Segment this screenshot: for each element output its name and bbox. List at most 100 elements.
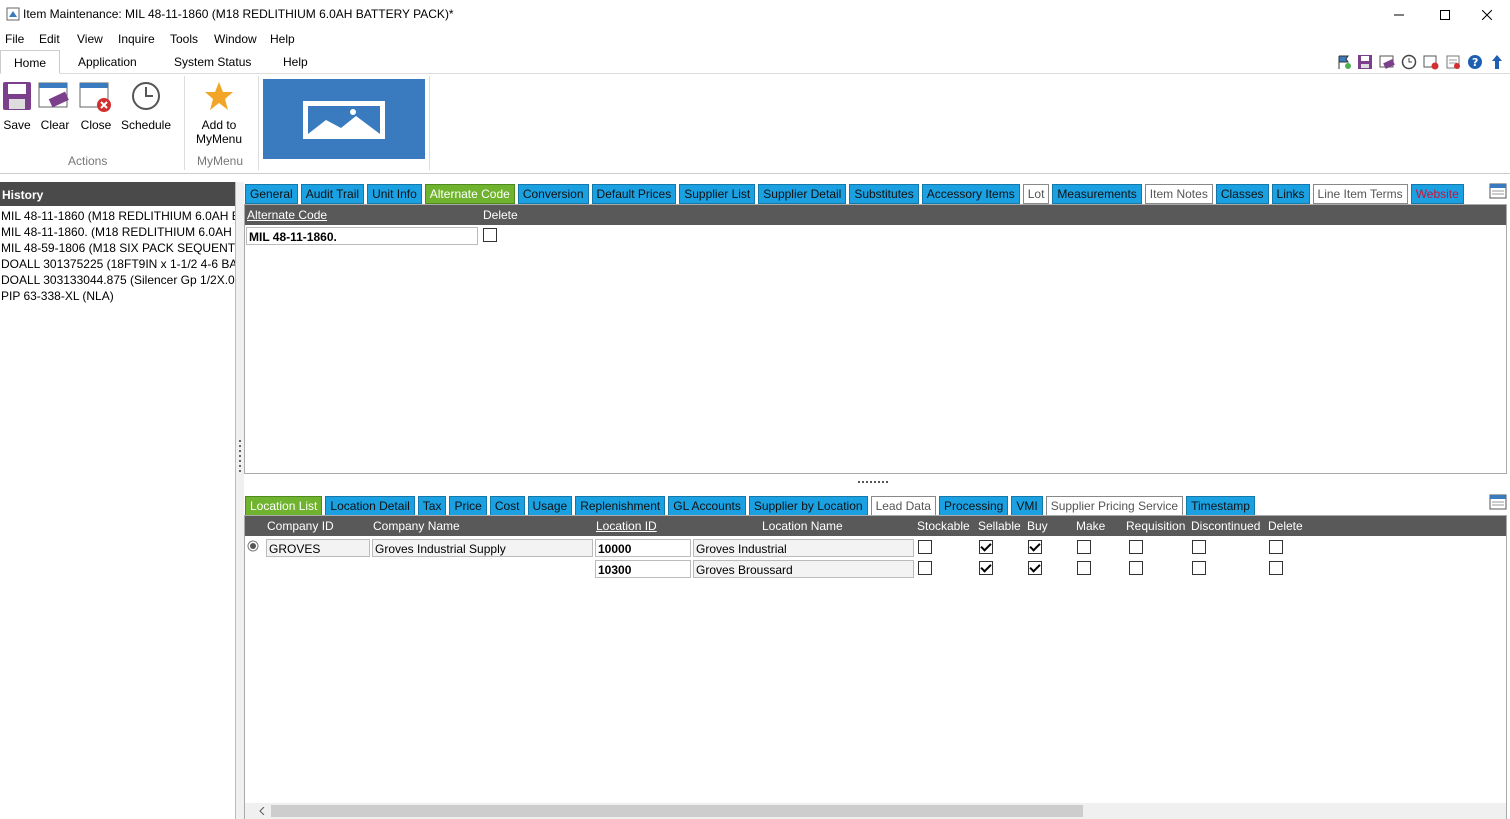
- tab-tax[interactable]: Tax: [417, 496, 447, 516]
- tab-timestamp[interactable]: Timestamp: [1186, 496, 1255, 516]
- help-icon[interactable]: ?: [1467, 54, 1483, 70]
- menu-inquire[interactable]: Inquire: [118, 32, 155, 46]
- delete-checkbox[interactable]: [1269, 561, 1283, 575]
- tab-classes[interactable]: Classes: [1215, 184, 1269, 204]
- chevron-left-icon[interactable]: [259, 807, 265, 815]
- clear-button[interactable]: Clear: [37, 80, 73, 132]
- tab-general[interactable]: General: [245, 184, 298, 204]
- requisition-checkbox[interactable]: [1129, 561, 1143, 575]
- location-name-cell[interactable]: Groves Industrial: [693, 539, 914, 557]
- horizontal-scrollbar[interactable]: [245, 803, 1506, 819]
- menu-view[interactable]: View: [77, 32, 103, 46]
- tab-location-detail[interactable]: Location Detail: [325, 496, 415, 516]
- scrollbar-thumb[interactable]: [271, 805, 1083, 817]
- make-checkbox[interactable]: [1077, 561, 1091, 575]
- tab-line-item-terms[interactable]: Line Item Terms: [1312, 184, 1408, 204]
- grid-settings-icon[interactable]: [1489, 494, 1507, 510]
- tab-vmi[interactable]: VMI: [1011, 496, 1043, 516]
- settings-icon[interactable]: [1445, 54, 1461, 70]
- col-location-id[interactable]: Location ID: [596, 519, 657, 533]
- tab-replenishment[interactable]: Replenishment: [575, 496, 666, 516]
- tab-processing[interactable]: Processing: [938, 496, 1009, 516]
- sellable-checkbox[interactable]: [979, 561, 993, 575]
- col-alternate-code[interactable]: Alternate Code: [247, 208, 328, 222]
- close-button[interactable]: Close: [78, 80, 114, 132]
- buy-checkbox[interactable]: [1028, 561, 1042, 575]
- item-image-tile[interactable]: [263, 79, 425, 159]
- requisition-checkbox[interactable]: [1129, 540, 1143, 554]
- arrow-up-icon[interactable]: [1489, 54, 1505, 70]
- tab-price[interactable]: Price: [449, 496, 487, 516]
- buy-checkbox[interactable]: [1028, 540, 1042, 554]
- discontinued-checkbox[interactable]: [1192, 561, 1206, 575]
- alternate-code-field[interactable]: MIL 48-11-1860.: [246, 227, 478, 245]
- tab-audit-trail[interactable]: Audit Trail: [300, 184, 365, 204]
- history-item[interactable]: PIP 63-338-XL (NLA): [1, 289, 114, 303]
- maximize-button[interactable]: [1422, 0, 1468, 30]
- ribbon-tab-home[interactable]: Home: [0, 50, 60, 74]
- tab-location-list[interactable]: Location List: [245, 496, 323, 516]
- location-name-cell[interactable]: Groves Broussard: [693, 560, 914, 578]
- row-selector-radio[interactable]: [247, 540, 259, 552]
- tab-supplier-pricing-service[interactable]: Supplier Pricing Service: [1045, 496, 1184, 516]
- tab-default-prices[interactable]: Default Prices: [591, 184, 677, 204]
- history-item[interactable]: MIL 48-11-1860 (M18 REDLITHIUM 6.0AH BA: [1, 209, 235, 223]
- alternate-code-grid: Alternate Code Delete MIL 48-11-1860.: [244, 204, 1507, 474]
- tab-supplier-by-location[interactable]: Supplier by Location: [748, 496, 868, 516]
- save-button[interactable]: Save: [0, 80, 34, 132]
- close-window-button[interactable]: [1464, 0, 1510, 30]
- close-doc-icon[interactable]: [1423, 54, 1439, 70]
- menu-help[interactable]: Help: [270, 32, 295, 46]
- history-item[interactable]: MIL 48-59-1806 (M18 SIX PACK SEQUENTIAL: [1, 241, 235, 255]
- save-icon[interactable]: [1357, 54, 1373, 70]
- stockable-checkbox[interactable]: [918, 561, 932, 575]
- menu-window[interactable]: Window: [214, 32, 257, 46]
- history-item[interactable]: DOALL 303133044.875 (Silencer Gp 1/2X.02…: [1, 273, 235, 287]
- delete-checkbox[interactable]: [1269, 540, 1283, 554]
- location-id-cell[interactable]: 10000: [595, 539, 691, 557]
- tab-supplier-detail[interactable]: Supplier Detail: [758, 184, 847, 204]
- tab-supplier-list[interactable]: Supplier List: [679, 184, 756, 204]
- company-id-cell[interactable]: GROVES: [266, 539, 370, 557]
- tab-lead-data[interactable]: Lead Data: [870, 496, 936, 516]
- grid-settings-icon[interactable]: [1489, 183, 1507, 199]
- tab-substitutes[interactable]: Substitutes: [849, 184, 919, 204]
- tab-website[interactable]: Website: [1410, 184, 1464, 204]
- menu-edit[interactable]: Edit: [39, 32, 60, 46]
- clear-icon[interactable]: [1379, 54, 1395, 70]
- add-to-mymenu-button[interactable]: Add to MyMenu: [190, 80, 248, 146]
- app-icon: [6, 7, 20, 21]
- location-id-cell[interactable]: 10300: [595, 560, 691, 578]
- tab-links[interactable]: Links: [1271, 184, 1310, 204]
- tab-cost[interactable]: Cost: [489, 496, 525, 516]
- tab-conversion[interactable]: Conversion: [517, 184, 589, 204]
- company-name-cell[interactable]: Groves Industrial Supply: [372, 539, 593, 557]
- menu-tools[interactable]: Tools: [170, 32, 199, 46]
- ribbon-tab-help[interactable]: Help: [283, 55, 308, 69]
- clock-icon[interactable]: [1401, 54, 1417, 70]
- tab-unit-info[interactable]: Unit Info: [367, 184, 422, 204]
- tab-gl-accounts[interactable]: GL Accounts: [668, 496, 746, 516]
- delete-checkbox[interactable]: [483, 228, 497, 242]
- menu-file[interactable]: File: [5, 32, 25, 46]
- history-item[interactable]: MIL 48-11-1860. (M18 REDLITHIUM 6.0AH BA: [1, 225, 235, 239]
- minimize-button[interactable]: [1376, 0, 1422, 30]
- sellable-checkbox[interactable]: [979, 540, 993, 554]
- tab-measurements[interactable]: Measurements: [1052, 184, 1142, 204]
- splitter-grip-icon[interactable]: [858, 481, 892, 484]
- make-checkbox[interactable]: [1077, 540, 1091, 554]
- tab-alternate-code[interactable]: Alternate Code: [424, 184, 515, 204]
- discontinued-checkbox[interactable]: [1192, 540, 1206, 554]
- splitter-grip-icon: [239, 440, 241, 472]
- schedule-button[interactable]: Schedule: [118, 80, 174, 132]
- tab-item-notes[interactable]: Item Notes: [1144, 184, 1213, 204]
- tab-usage[interactable]: Usage: [527, 496, 573, 516]
- panel-splitter[interactable]: [236, 182, 244, 819]
- tab-accessory-items[interactable]: Accessory Items: [921, 184, 1020, 204]
- stockable-checkbox[interactable]: [918, 540, 932, 554]
- history-item[interactable]: DOALL 301375225 (18FT9IN x 1-1/2 4-6 BAN…: [1, 257, 235, 271]
- ribbon-tab-system-status[interactable]: System Status: [174, 55, 252, 69]
- flag-check-icon[interactable]: [1336, 54, 1352, 70]
- tab-lot[interactable]: Lot: [1022, 184, 1050, 204]
- ribbon-tab-application[interactable]: Application: [78, 55, 137, 69]
